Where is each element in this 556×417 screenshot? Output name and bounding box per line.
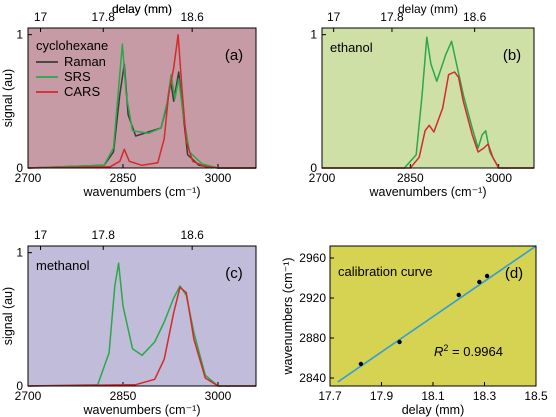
x-tick-label: 3000	[205, 171, 232, 185]
top-axis-label: delay (mm)	[112, 2, 172, 16]
panel-label: (c)	[225, 265, 243, 282]
plot-frame	[321, 27, 535, 169]
y-axis-label: wavenumbers (cm⁻¹)	[281, 257, 295, 375]
y-tick-label: 0	[16, 379, 23, 393]
series-line-srs	[322, 36, 534, 169]
x-axis-label: delay (mm)	[402, 403, 465, 417]
y-tick-label: 1	[16, 28, 23, 42]
x-tick-label: 17.7	[318, 389, 342, 403]
data-point	[397, 339, 402, 345]
panel-label: (b)	[503, 47, 521, 64]
x-axis-label: wavenumbers (cm⁻¹)	[82, 403, 200, 417]
top-tick-label: 17.8	[92, 228, 116, 242]
top-tick-label: 18.6	[463, 10, 487, 24]
x-tick-label: 3000	[205, 389, 232, 403]
series-line-srs	[27, 43, 256, 169]
data-point	[358, 361, 364, 367]
y-tick-label: 2880	[299, 331, 326, 345]
data-point	[456, 292, 461, 298]
x-axis-label: wavenumbers (cm⁻¹)	[368, 185, 486, 199]
plot-frame	[27, 27, 257, 169]
x-tick-label: 2850	[110, 389, 137, 403]
x-tick-label: 18.1	[421, 389, 445, 403]
plot-frame	[27, 245, 257, 387]
x-tick-label: 18.5	[524, 389, 548, 403]
legend-label: Raman	[64, 54, 106, 69]
plot-background	[28, 28, 256, 168]
y-tick-label: 1	[310, 28, 317, 42]
top-tick-label: 17.8	[92, 10, 116, 24]
top-axis-label: delay (mm)	[112, 2, 172, 16]
x-tick-label: 2700	[15, 389, 42, 403]
panel-label: (a)	[225, 47, 243, 64]
y-tick-label: 0	[310, 161, 317, 175]
plot-background	[322, 28, 534, 168]
x-tick-label: 18.3	[473, 389, 497, 403]
x-tick-label: 2700	[15, 171, 42, 185]
y-tick-label: 0	[16, 161, 23, 175]
y-axis-label: signal (au)	[1, 69, 15, 127]
plot-background	[28, 246, 256, 386]
x-tick-label: 17.9	[370, 389, 394, 403]
panel-4: 17.7 17.9 18.1 18.3 18.5 2840 2880 2920 2960 dela…	[281, 245, 548, 417]
top-tick-label: 17	[34, 228, 48, 242]
series-line-cars	[322, 71, 534, 169]
panel-2: 17 17.8 18.6 delay (mm) 2700 2850 3000 0 1 wavenu…	[309, 2, 535, 199]
fit-line	[337, 245, 537, 383]
legend-label: CARS	[64, 84, 100, 99]
x-tick-label: 3000	[485, 171, 512, 185]
series-line-cars	[27, 286, 256, 387]
x-axis-label: wavenumbers (cm⁻¹)	[82, 185, 200, 199]
top-tick-label: 17	[327, 10, 341, 24]
top-tick-label: 17.8	[380, 10, 404, 24]
y-tick-label: 2840	[299, 371, 326, 385]
plot-frame	[329, 245, 537, 387]
legend-label: SRS	[64, 69, 91, 84]
sample-label: methanol	[36, 258, 90, 273]
y-axis-label: signal (au)	[1, 287, 15, 345]
x-tick-label: 2850	[397, 171, 424, 185]
series-line-cars	[27, 33, 256, 169]
top-tick-label: 17	[34, 10, 48, 24]
y-tick-label: 1	[16, 246, 23, 260]
x-tick-label: 2850	[110, 171, 137, 185]
r-squared-label: R2 = 0.9964	[434, 343, 503, 359]
sample-label: ethanol	[330, 40, 373, 55]
x-tick-label: 2700	[309, 171, 336, 185]
data-point	[484, 273, 490, 279]
panel-1: 17 17.8 18.6 delay (mm) 2700 2850 3000 0 1 wavenu…	[1, 2, 257, 199]
annotation-label: calibration curve	[338, 264, 433, 279]
sample-label: cyclohexane	[36, 38, 108, 53]
data-point	[477, 279, 482, 285]
panel-3: 17 17.8 18.6 delay (mm) 2700 2850 3000 0 1 wavenu…	[1, 2, 257, 417]
panel-label: (d)	[505, 265, 523, 282]
y-tick-label: 2920	[299, 291, 326, 305]
series-line-srs	[27, 262, 256, 387]
top-tick-label: 18.6	[180, 10, 204, 24]
top-axis-label: delay (mm)	[398, 2, 458, 16]
top-tick-label: 18.6	[180, 228, 204, 242]
y-tick-label: 2960	[299, 251, 326, 265]
